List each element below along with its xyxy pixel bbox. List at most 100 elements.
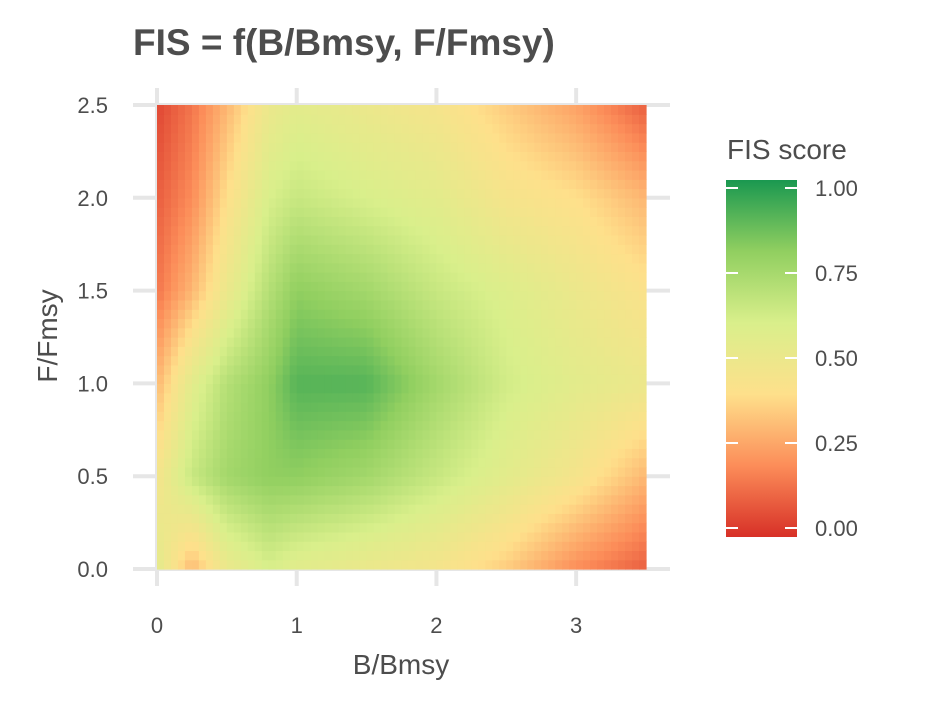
heatmap-cell <box>275 244 284 255</box>
heatmap-cell <box>583 494 591 505</box>
heatmap-cell <box>352 216 361 227</box>
x-tick-label: 2 <box>430 613 442 638</box>
heatmap-cell <box>492 476 500 487</box>
heatmap-cell <box>625 541 633 552</box>
heatmap-cell <box>240 531 249 542</box>
heatmap-cell <box>282 114 291 125</box>
heatmap-cell <box>345 105 354 115</box>
heatmap-cell <box>506 550 514 561</box>
heatmap-cell <box>331 420 340 431</box>
heatmap-cell <box>520 531 528 542</box>
heatmap-cell <box>247 216 256 227</box>
heatmap-cell <box>541 439 549 449</box>
heatmap-cell <box>366 531 375 542</box>
heatmap-cell <box>163 318 172 329</box>
heatmap-cell <box>583 290 591 301</box>
heatmap-cell <box>450 272 458 282</box>
heatmap-cell <box>289 513 298 524</box>
heatmap-cell <box>583 541 591 552</box>
heatmap-cell <box>261 197 270 208</box>
heatmap-cell <box>240 225 249 236</box>
heatmap-cell <box>583 234 591 245</box>
heatmap-cell <box>443 244 451 255</box>
heatmap-cell <box>457 411 465 422</box>
heatmap-cell <box>471 541 479 552</box>
heatmap-cell <box>226 448 235 459</box>
heatmap-cell <box>380 392 389 403</box>
heatmap-cell <box>611 411 619 422</box>
y-axis-title: F/Fmsy <box>32 289 63 382</box>
heatmap-cell <box>198 179 207 190</box>
heatmap-cell <box>520 142 528 152</box>
heatmap-cell <box>450 151 458 162</box>
heatmap-cell <box>457 160 465 171</box>
heatmap-cell <box>387 364 396 375</box>
heatmap-cell <box>527 327 535 338</box>
heatmap-cell <box>247 188 256 199</box>
heatmap-cell <box>478 448 486 459</box>
heatmap-cell <box>345 188 354 199</box>
heatmap-cell <box>541 383 549 394</box>
heatmap-cell <box>576 355 584 366</box>
heatmap-cell <box>499 346 507 357</box>
heatmap-cell <box>611 262 619 273</box>
heatmap-cell <box>317 216 326 227</box>
heatmap-cell <box>555 457 563 468</box>
heatmap-cell <box>576 466 584 477</box>
heatmap-cell <box>464 290 472 301</box>
heatmap-cell <box>373 299 382 310</box>
heatmap-cell <box>366 513 375 524</box>
heatmap-cell <box>541 466 549 477</box>
heatmap-cell <box>331 105 340 115</box>
heatmap-cell <box>268 364 277 375</box>
heatmap-cell <box>212 466 221 477</box>
heatmap-cell <box>191 207 200 217</box>
heatmap-cell <box>331 466 340 477</box>
heatmap-cell <box>324 290 333 301</box>
heatmap-cell <box>303 504 312 514</box>
heatmap-cell <box>261 374 270 384</box>
heatmap-cell <box>184 504 193 514</box>
heatmap-cell <box>387 290 396 301</box>
heatmap-cell <box>429 392 438 403</box>
heatmap-cell <box>359 105 368 115</box>
heatmap-cell <box>352 392 361 403</box>
heatmap-cell <box>436 522 445 533</box>
heatmap-cell <box>632 160 640 171</box>
heatmap-cell <box>275 262 284 273</box>
heatmap-cell <box>317 253 326 264</box>
heatmap-cell <box>639 105 647 115</box>
heatmap-cell <box>275 234 284 245</box>
heatmap-cell <box>289 448 298 459</box>
heatmap-cell <box>275 281 284 292</box>
heatmap-cell <box>233 151 242 162</box>
heatmap-cell <box>394 207 403 217</box>
heatmap-cell <box>184 132 193 143</box>
heatmap-cell <box>625 513 633 524</box>
heatmap-cell <box>310 559 319 570</box>
heatmap-cell <box>625 309 633 320</box>
heatmap-cell <box>233 513 242 524</box>
heatmap-cell <box>233 485 242 496</box>
heatmap-cell <box>317 188 326 199</box>
heatmap-cell <box>191 262 200 273</box>
heatmap-cell <box>583 457 591 468</box>
heatmap-cell <box>331 197 340 208</box>
heatmap-cell <box>380 476 389 487</box>
heatmap-cell <box>338 197 347 208</box>
heatmap-cell <box>184 123 193 134</box>
heatmap-cell <box>254 401 263 412</box>
heatmap-cell <box>359 476 368 487</box>
heatmap-cell <box>212 522 221 533</box>
heatmap-cell <box>240 105 249 115</box>
heatmap-cell <box>401 123 410 134</box>
heatmap-cell <box>338 401 347 412</box>
heatmap-cell <box>422 346 431 357</box>
heatmap-cell <box>184 281 193 292</box>
heatmap-cell <box>352 374 361 384</box>
heatmap-cell <box>198 253 207 264</box>
heatmap-cell <box>506 197 514 208</box>
heatmap-cell <box>604 550 612 561</box>
heatmap-cell <box>541 504 549 514</box>
heatmap-cell <box>401 337 410 347</box>
